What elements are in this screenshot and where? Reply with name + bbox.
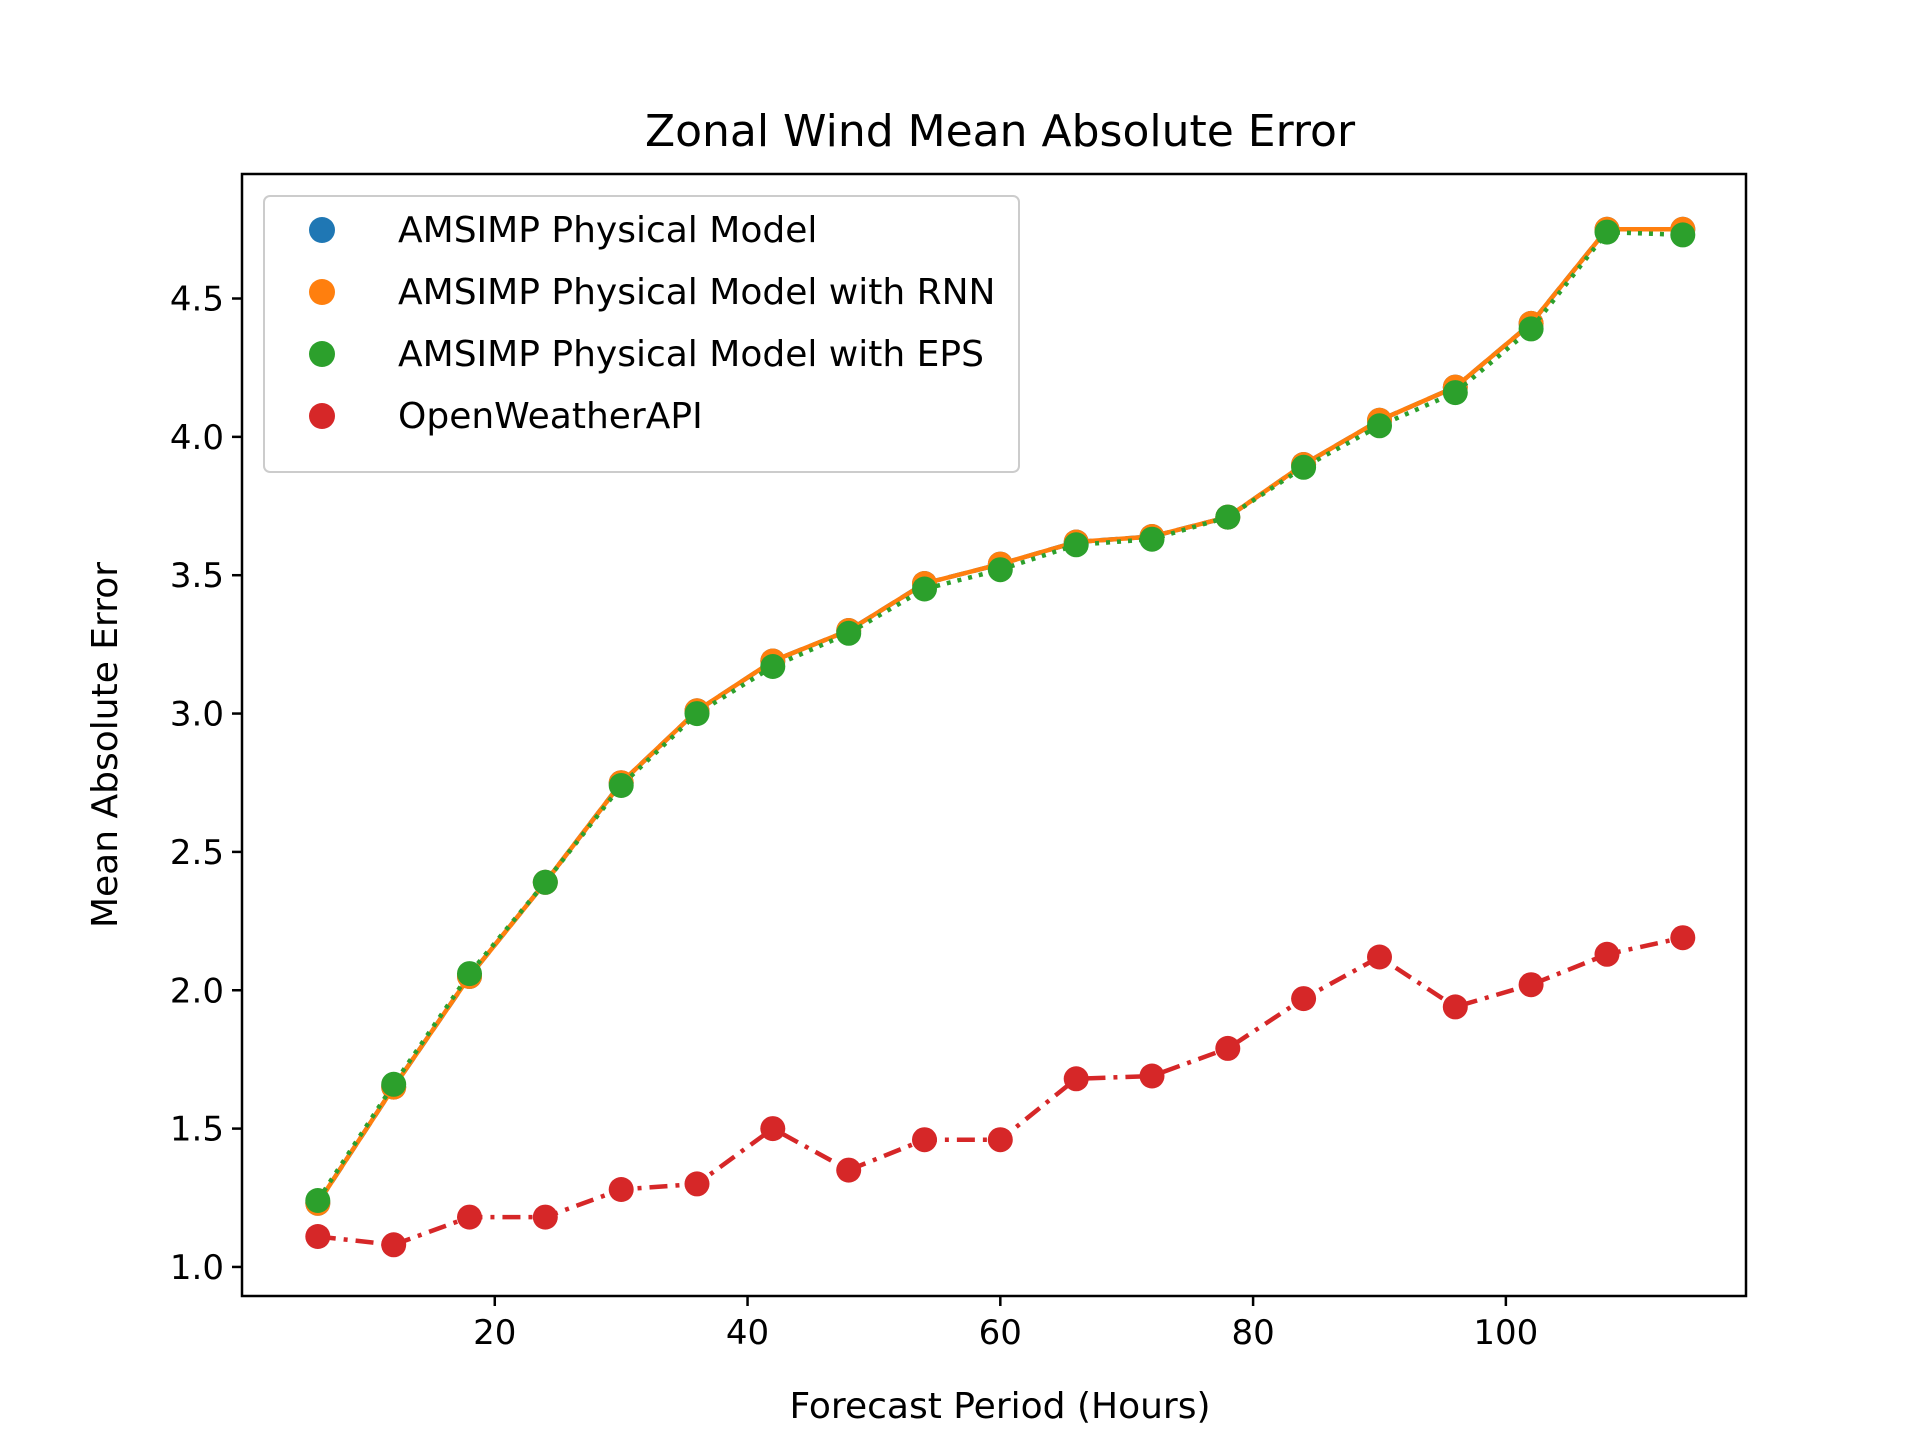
- data-point: [684, 701, 710, 727]
- data-point: [912, 576, 937, 602]
- data-point: [457, 961, 482, 987]
- legend-marker: [309, 217, 335, 243]
- y-tick-label: 1.5: [170, 1110, 224, 1150]
- chart-title: Zonal Wind Mean Absolute Error: [645, 106, 1356, 157]
- data-point: [912, 1127, 937, 1153]
- legend-label: AMSIMP Physical Model with EPS: [398, 334, 984, 375]
- x-tick-label: 40: [726, 1313, 769, 1353]
- data-point: [1442, 380, 1468, 406]
- data-point: [1139, 526, 1165, 552]
- data-point: [608, 773, 634, 798]
- x-tick-label: 20: [473, 1313, 516, 1353]
- x-tick-label: 60: [979, 1313, 1022, 1353]
- legend-label: AMSIMP Physical Model with RNN: [398, 272, 995, 313]
- data-point: [684, 1171, 710, 1197]
- data-point: [305, 1224, 331, 1249]
- data-point: [1518, 316, 1544, 342]
- data-point: [381, 1232, 407, 1258]
- data-point: [1518, 972, 1544, 998]
- legend-item: OpenWeatherAPI: [309, 396, 703, 437]
- data-point: [1215, 504, 1241, 530]
- legend-item: AMSIMP Physical Model: [309, 210, 817, 251]
- data-point: [532, 1204, 558, 1230]
- legend-marker: [309, 341, 335, 367]
- legend-marker: [309, 403, 335, 429]
- data-point: [381, 1071, 407, 1097]
- legend-item: AMSIMP Physical Model with RNN: [309, 272, 995, 313]
- legend-marker: [309, 279, 335, 305]
- data-point: [1063, 1066, 1089, 1092]
- x-tick-label: 80: [1231, 1313, 1274, 1353]
- data-point: [1670, 222, 1696, 248]
- data-point: [1063, 532, 1089, 558]
- data-point: [457, 1204, 482, 1230]
- data-point: [1594, 941, 1620, 967]
- data-point: [760, 654, 786, 679]
- y-tick-label: 2.5: [170, 833, 224, 873]
- data-point: [305, 1188, 331, 1213]
- data-point: [1594, 219, 1620, 245]
- data-point: [608, 1177, 634, 1202]
- x-axis-label: Forecast Period (Hours): [789, 1386, 1210, 1427]
- y-axis-label: Mean Absolute Error: [85, 562, 126, 928]
- y-tick-label: 3.5: [170, 556, 224, 596]
- x-tick-label: 100: [1473, 1313, 1538, 1353]
- data-point: [836, 1157, 862, 1183]
- data-point: [987, 1127, 1013, 1153]
- data-point: [1139, 1063, 1165, 1089]
- data-point: [532, 869, 558, 895]
- legend-item: AMSIMP Physical Model with EPS: [309, 334, 984, 375]
- data-point: [1291, 986, 1317, 1012]
- y-tick-label: 1.0: [170, 1248, 224, 1288]
- data-point: [1291, 454, 1317, 480]
- y-tick-label: 2.0: [170, 971, 224, 1011]
- series-openweatherapi: [305, 925, 1696, 1258]
- axes-frame: [240, 172, 1748, 1298]
- legend-label: OpenWeatherAPI: [398, 396, 703, 437]
- data-point: [836, 620, 862, 646]
- data-point: [1670, 925, 1696, 951]
- legend: AMSIMP Physical Model AMSIMP Physical Mod…: [263, 195, 1020, 473]
- legend-label: AMSIMP Physical Model: [398, 210, 817, 251]
- data-point: [1367, 413, 1392, 439]
- plot-area: 20 40 60 80 100 1.0 1.5 2.0 2.5 3.0 3.5 4.0 4.5: [170, 172, 1748, 1353]
- data-point: [987, 557, 1013, 583]
- data-point: [1215, 1035, 1241, 1061]
- legend-box: [263, 195, 1020, 473]
- data-point: [1442, 994, 1468, 1020]
- y-tick-label: 4.0: [170, 418, 224, 458]
- data-point: [1367, 944, 1392, 970]
- y-tick-label: 3.0: [170, 695, 224, 735]
- series-amsimp-physical-model-with-eps: [305, 219, 1696, 1213]
- data-point: [760, 1116, 786, 1142]
- y-tick-label: 4.5: [170, 280, 224, 320]
